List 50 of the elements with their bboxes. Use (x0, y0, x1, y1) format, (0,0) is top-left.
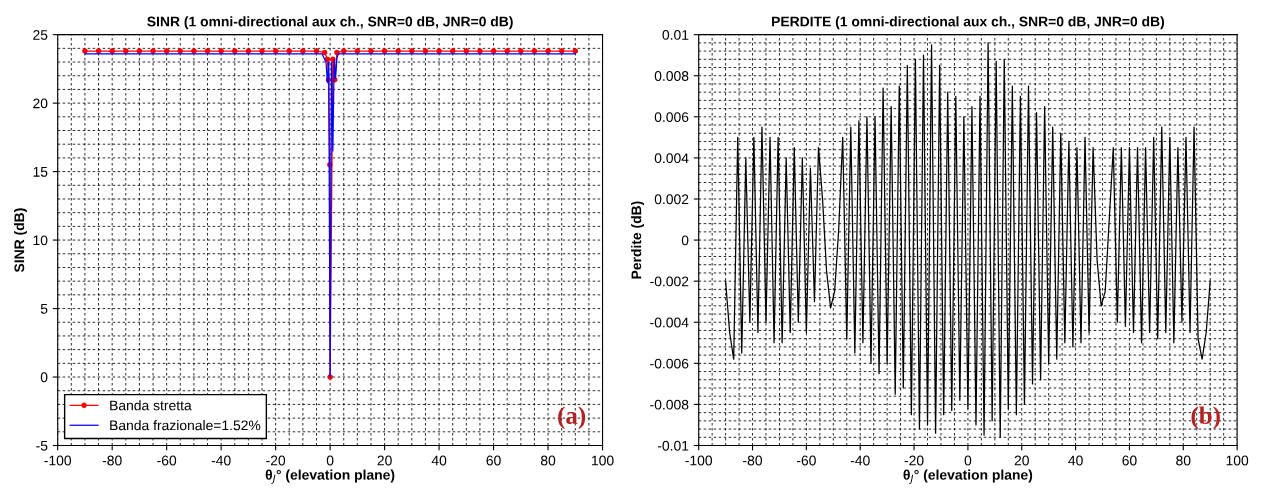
y-tick-label: -0.006 (650, 358, 689, 369)
y-tick-label: -0.004 (650, 317, 689, 328)
y-tick-label: 0.006 (654, 112, 689, 122)
x-tick-label: 100 (1226, 455, 1249, 466)
annotation: (b) (1191, 406, 1220, 430)
y-tick-label: -0.002 (650, 276, 689, 287)
legend-label: Banda frazionale=1.52% (110, 420, 261, 431)
x-axis-title: θ$_{J}$° (elevation plane) (903, 469, 1033, 484)
y-tick-label: 10 (33, 235, 48, 246)
y-tick-label: 5 (40, 304, 48, 314)
y-tick-label: 0 (681, 235, 689, 246)
y-tick-label: 0 (40, 372, 48, 383)
chart-title: SINR (1 omni-directional aux ch., SNR=0 dB, JNR=0 dB) (147, 16, 513, 30)
x-tick-label: -40 (850, 455, 870, 466)
y-tick-label: 20 (33, 98, 48, 109)
x-tick-label: 0 (964, 455, 972, 466)
x-tick-label: -20 (904, 455, 924, 466)
y-tick-label: 0.004 (654, 153, 689, 164)
y-tick-label: -0.01 (657, 440, 689, 451)
x-tick-label: 0 (326, 455, 334, 466)
x-tick-label: -40 (211, 455, 231, 466)
x-tick-label: -100 (44, 455, 72, 466)
x-tick-label: 60 (486, 455, 501, 466)
x-tick-label: 20 (1014, 455, 1029, 466)
x-tick-label: 100 (592, 455, 614, 466)
x-tick-label: 40 (431, 455, 447, 466)
x-tick-label: -20 (266, 455, 286, 466)
x-tick-label: -60 (157, 455, 177, 466)
y-tick-label: 0.002 (654, 194, 689, 205)
y-axis-title: SINR (dB) (14, 208, 27, 273)
chart-title: PERDITE (1 omni-directional aux ch., SNR=0 dB, JNR=0 dB) (772, 16, 1165, 30)
x-tick-label: -80 (743, 455, 763, 466)
x-axis-title: θ$_{J}$° (elevation plane) (265, 469, 395, 484)
x-tick-label: 60 (1122, 455, 1137, 466)
y-tick-label: 0.01 (662, 29, 689, 40)
annotation: (a) (558, 406, 586, 430)
y-tick-label: 0.008 (654, 71, 689, 81)
x-tick-label: 80 (1176, 455, 1191, 466)
x-tick-label: -80 (102, 455, 122, 466)
y-tick-label: 25 (33, 29, 48, 40)
y-tick-label: -5 (36, 440, 48, 451)
x-tick-label: -60 (796, 455, 816, 466)
y-tick-label: -0.008 (650, 399, 689, 410)
x-tick-label: 20 (377, 455, 392, 466)
legend-label: Banda stretta (110, 400, 192, 411)
x-tick-label: 40 (1068, 455, 1083, 466)
y-axis-title: Perdite (dB) (631, 201, 645, 279)
y-tick-label: 15 (33, 167, 48, 177)
x-tick-label: 80 (540, 455, 556, 466)
x-tick-label: -100 (685, 455, 713, 466)
